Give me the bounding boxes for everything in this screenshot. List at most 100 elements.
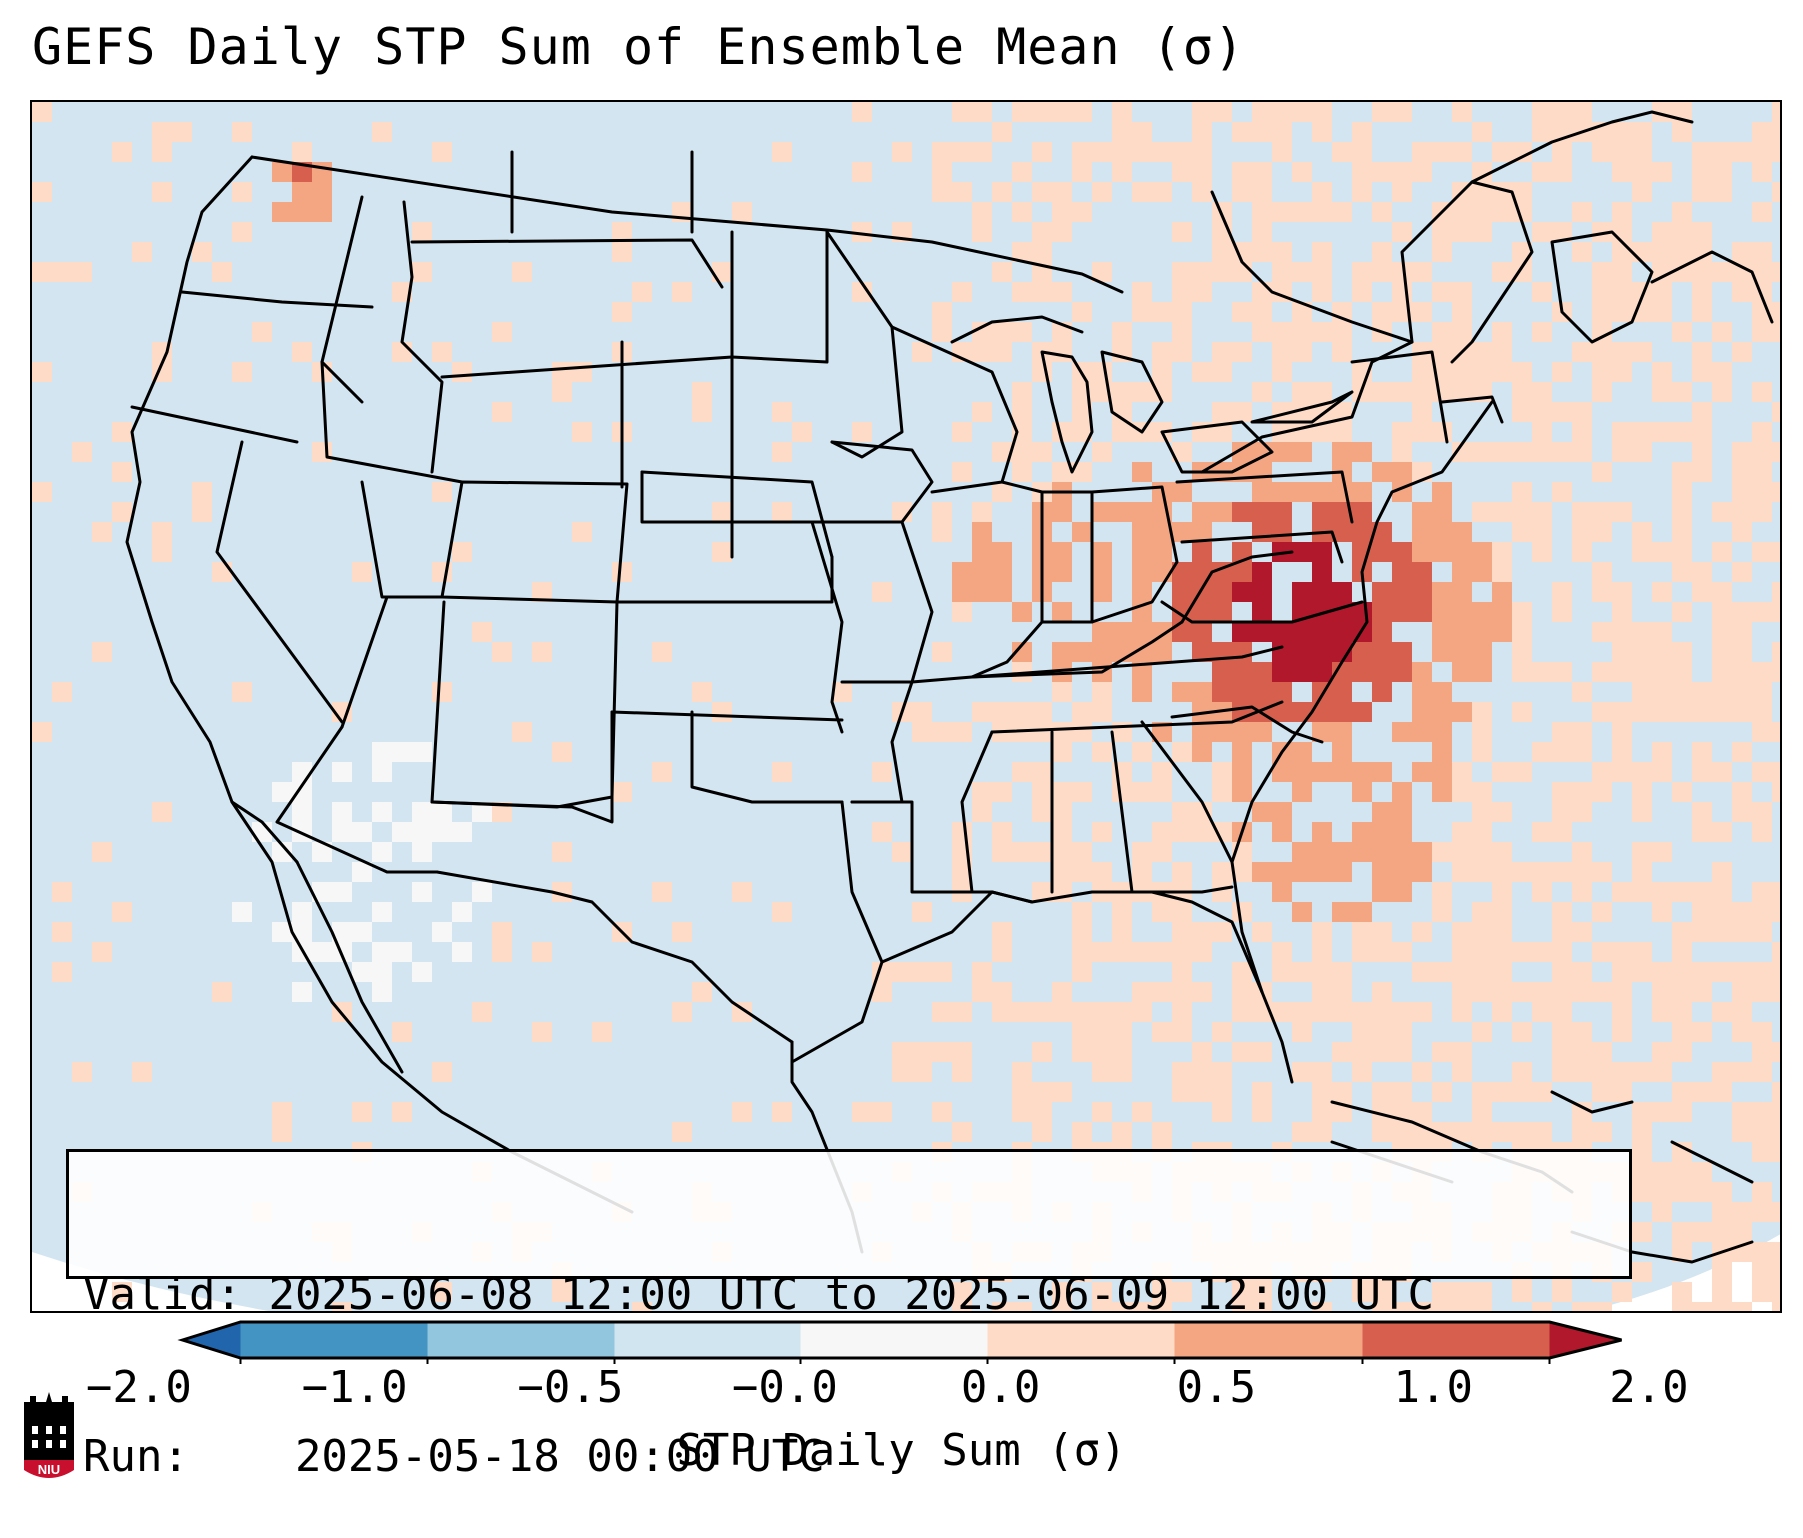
stp-cell	[1732, 502, 1752, 522]
stp-cell	[1592, 702, 1612, 722]
stp-cell	[1492, 442, 1512, 462]
colorbar-tick: −1.0	[301, 1362, 408, 1413]
stp-cell	[1432, 682, 1452, 702]
stp-cell	[1132, 142, 1152, 162]
stp-cell	[1312, 942, 1332, 962]
stp-cell	[1092, 942, 1112, 962]
stp-cell	[1552, 142, 1572, 162]
stp-cell	[1172, 562, 1192, 582]
stp-cell	[1172, 942, 1192, 962]
stp-cell	[1012, 462, 1032, 482]
stp-cell	[1292, 1002, 1312, 1022]
stp-cell	[952, 282, 972, 302]
stp-cell	[1632, 662, 1652, 682]
stp-cell	[1472, 502, 1492, 522]
stp-cell	[952, 722, 972, 742]
stp-cell	[1152, 522, 1172, 542]
stp-cell	[1632, 762, 1652, 782]
stp-cell	[1112, 1122, 1132, 1142]
stp-cell	[1412, 662, 1432, 682]
stp-cell	[992, 702, 1012, 722]
stp-cell	[192, 502, 212, 522]
stp-cell	[1072, 962, 1092, 982]
stp-cell	[1352, 162, 1372, 182]
stp-cell	[1652, 842, 1672, 862]
stp-cell	[1732, 1202, 1752, 1222]
map-canvas[interactable]	[32, 102, 1782, 1313]
stp-cell	[772, 442, 792, 462]
stp-cell	[612, 782, 632, 802]
stp-cell	[952, 422, 972, 442]
stp-cell	[1592, 1082, 1612, 1102]
map-panel[interactable]	[30, 100, 1782, 1313]
stp-cell	[292, 802, 312, 822]
stp-cell	[1732, 1122, 1752, 1142]
stp-cell	[32, 482, 52, 502]
stp-cell	[992, 342, 1012, 362]
stp-cell	[1692, 1162, 1712, 1182]
stp-cell	[1332, 522, 1352, 542]
stp-cell	[452, 902, 472, 922]
stp-cell	[1472, 622, 1492, 642]
stp-cell	[1772, 782, 1780, 802]
stp-cell	[1012, 762, 1032, 782]
stp-cell	[1672, 662, 1692, 682]
stp-cell	[1572, 842, 1592, 862]
stp-cell	[852, 102, 872, 122]
stp-cell	[1472, 362, 1492, 382]
stp-cell	[1672, 602, 1692, 622]
stp-cell	[1132, 662, 1152, 682]
stp-cell	[1732, 622, 1752, 642]
stp-cell	[1712, 502, 1732, 522]
stp-cell	[1492, 1082, 1512, 1102]
stp-cell	[1772, 1262, 1780, 1282]
stp-cell	[1192, 942, 1212, 962]
stp-cell	[1092, 562, 1112, 582]
stp-cell	[292, 202, 312, 222]
stp-cell	[1772, 1142, 1780, 1162]
stp-cell	[1452, 102, 1472, 122]
stp-cell	[1652, 242, 1672, 262]
stp-cell	[1312, 1122, 1332, 1142]
stp-cell	[1252, 482, 1272, 502]
stp-cell	[1272, 622, 1292, 642]
stp-cell	[312, 162, 332, 182]
stp-cell	[1072, 1122, 1092, 1142]
stp-cell	[1012, 322, 1032, 342]
stp-cell	[1232, 962, 1252, 982]
stp-cell	[1692, 1182, 1712, 1202]
stp-cell	[372, 762, 392, 782]
stp-cell	[1552, 482, 1572, 502]
stp-cell	[1412, 422, 1432, 442]
stp-cell	[1492, 262, 1512, 282]
stp-cell	[332, 922, 352, 942]
stp-cell	[1132, 642, 1152, 662]
stp-cell	[1732, 262, 1752, 282]
stp-cell	[1612, 1022, 1632, 1042]
stp-cell	[992, 262, 1012, 282]
stp-cell	[1692, 282, 1712, 302]
stp-cell	[1052, 822, 1072, 842]
stp-cell	[1592, 522, 1612, 542]
stp-cell	[1432, 742, 1452, 762]
stp-cell	[1512, 662, 1532, 682]
stp-cell	[1752, 422, 1772, 442]
colorbar-tick: 1.0	[1393, 1362, 1473, 1413]
stp-cell	[972, 222, 992, 242]
stp-cell	[1672, 562, 1692, 582]
stp-cell	[732, 1102, 752, 1122]
stp-cell	[1332, 902, 1352, 922]
stp-cell	[92, 522, 112, 542]
stp-cell	[452, 362, 472, 382]
stp-cell	[1392, 1302, 1412, 1311]
stp-cell	[1732, 1022, 1752, 1042]
stp-cell	[1112, 1062, 1132, 1082]
stp-cell	[1572, 442, 1592, 462]
stp-cell	[1012, 1302, 1032, 1311]
stp-cell	[1772, 1282, 1780, 1302]
stp-cell	[1572, 242, 1592, 262]
stp-cell	[1092, 1282, 1112, 1302]
stp-cell	[1212, 1082, 1232, 1102]
stp-cell	[1132, 862, 1152, 882]
stp-cell	[1332, 142, 1352, 162]
